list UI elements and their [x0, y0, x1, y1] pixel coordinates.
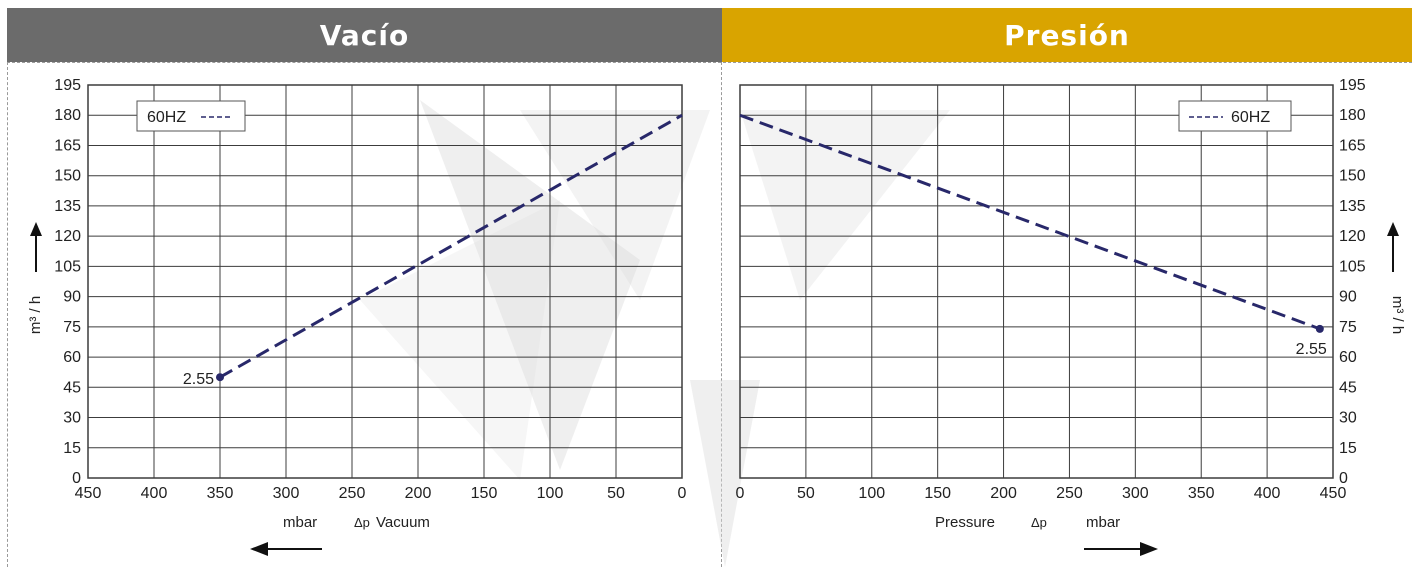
x-axis-delta-label: Δp [354, 515, 370, 530]
watermark-shape [520, 110, 710, 300]
y-tick-label: 90 [63, 289, 81, 306]
x-tick-label: 150 [924, 485, 951, 502]
background-watermark [360, 100, 950, 567]
x-tick-label: 300 [1122, 485, 1149, 502]
panel-divider [721, 62, 722, 567]
x-tick-label: 400 [1254, 485, 1281, 502]
series-line-60hz [739, 113, 1321, 331]
data-point-label: 2.55 [183, 371, 214, 388]
x-tick-label: 100 [858, 485, 885, 502]
y-tick-label: 30 [1339, 410, 1357, 427]
watermark-shape [690, 380, 760, 567]
y-tick-label: 45 [1339, 379, 1357, 396]
x-axis-arrow-head [250, 542, 268, 556]
y-tick-label: 165 [54, 137, 81, 154]
x-tick-label: 250 [339, 485, 366, 502]
legend-box [136, 100, 246, 132]
y-tick-label: 0 [72, 470, 81, 487]
data-point-marker [1315, 324, 1324, 333]
y-tick-label: 15 [1339, 440, 1357, 457]
y-tick-label: 90 [1339, 289, 1357, 306]
legend-box [1178, 100, 1292, 132]
y-tick-label: 150 [54, 168, 81, 185]
x-tick-label: 300 [273, 485, 300, 502]
y-tick-label: 45 [63, 379, 81, 396]
legend-label: 60HZ [147, 109, 186, 126]
x-tick-label: 450 [1320, 485, 1347, 502]
y-tick-label: 60 [1339, 349, 1357, 366]
x-tick-label: 50 [607, 485, 625, 502]
y-tick-label: 60 [63, 349, 81, 366]
y-tick-label: 0 [1339, 470, 1348, 487]
y-axis-arrow-head [1387, 222, 1399, 236]
y-tick-label: 165 [1339, 137, 1366, 154]
x-axis-delta-label: Δp [1031, 515, 1047, 530]
x-tick-label: 200 [405, 485, 432, 502]
data-point-label: 2.55 [1296, 341, 1327, 358]
x-tick-label: 50 [797, 485, 815, 502]
y-tick-label: 135 [54, 198, 81, 215]
watermark-shape [360, 200, 560, 480]
x-tick-label: 450 [75, 485, 102, 502]
x-axis-unit-label: mbar [1086, 514, 1120, 531]
y-axis-label: m³ / h [1389, 296, 1406, 334]
legend: 60HZ [136, 100, 246, 132]
y-tick-label: 195 [1339, 77, 1366, 94]
legend-label: 60HZ [1231, 109, 1270, 126]
y-tick-label: 105 [54, 258, 81, 275]
y-axis-arrow-head [30, 222, 42, 236]
header-divider [7, 62, 1412, 63]
x-axis-arrow-head [1140, 542, 1158, 556]
y-tick-label: 180 [54, 107, 81, 124]
x-tick-label: 350 [207, 485, 234, 502]
x-tick-label: 0 [678, 485, 687, 502]
y-tick-label: 75 [63, 319, 81, 336]
x-tick-label: 0 [736, 485, 745, 502]
legend: 60HZ [1178, 100, 1292, 132]
x-tick-label: 150 [471, 485, 498, 502]
vacuum-chart: 450 400 350 300 250 200 150 100 50 0 0 15 30 45 60 75 90… [27, 77, 687, 556]
y-tick-label: 195 [54, 77, 81, 94]
y-tick-label: 30 [63, 410, 81, 427]
x-axis-unit-label: mbar [283, 514, 317, 531]
watermark-shape [420, 100, 640, 470]
y-tick-label: 150 [1339, 168, 1366, 185]
y-axis-label: m³ / h [27, 296, 44, 334]
x-tick-label: 400 [141, 485, 168, 502]
pressure-chart: 0 50 100 150 200 250 300 350 400 4500153045607590… [736, 77, 1406, 556]
vacio-header: Vacío [7, 8, 722, 62]
x-tick-label: 200 [990, 485, 1017, 502]
x-axis-label: Pressure [935, 514, 995, 531]
left-panel-border [7, 62, 8, 567]
y-tick-label: 75 [1339, 319, 1357, 336]
y-tick-label: 180 [1339, 107, 1366, 124]
x-tick-label: 350 [1188, 485, 1215, 502]
y-tick-label: 120 [1339, 228, 1366, 245]
y-tick-label: 105 [1339, 258, 1366, 275]
x-axis-label: Vacuum [376, 514, 430, 531]
y-tick-label: 135 [1339, 198, 1366, 215]
series-line-60hz [219, 113, 683, 379]
x-tick-label: 250 [1056, 485, 1083, 502]
x-tick-label: 100 [537, 485, 564, 502]
data-point-marker [216, 373, 224, 382]
watermark-shape [740, 110, 950, 300]
y-tick-label: 120 [54, 228, 81, 245]
plot-frame [87, 84, 683, 479]
presion-header: Presión [722, 8, 1412, 62]
y-tick-label: 15 [63, 440, 81, 457]
plot-frame [739, 84, 1334, 479]
